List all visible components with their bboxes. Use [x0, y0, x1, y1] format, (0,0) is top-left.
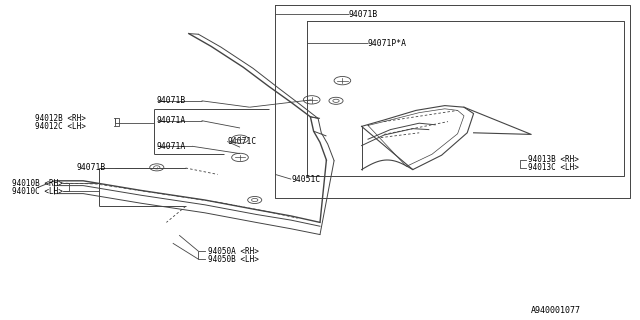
- Text: 94050A <RH>: 94050A <RH>: [208, 247, 259, 256]
- Text: 94010B <RH>: 94010B <RH>: [12, 179, 62, 188]
- Text: 94012C <LH>: 94012C <LH>: [35, 122, 86, 131]
- Text: A940001077: A940001077: [531, 306, 581, 315]
- Text: 94071C: 94071C: [227, 137, 257, 146]
- Text: 94071B: 94071B: [157, 96, 186, 105]
- Text: 94071B: 94071B: [77, 164, 106, 172]
- Text: 94071P*A: 94071P*A: [368, 39, 407, 48]
- Text: 94012B <RH>: 94012B <RH>: [35, 114, 86, 123]
- Text: 94010C <LH>: 94010C <LH>: [12, 187, 62, 196]
- Text: 94013B <RH>: 94013B <RH>: [528, 156, 579, 164]
- Text: 94071B: 94071B: [349, 10, 378, 19]
- Text: 94013C <LH>: 94013C <LH>: [528, 164, 579, 172]
- Text: 94051C: 94051C: [291, 175, 321, 184]
- Text: 94071A: 94071A: [157, 116, 186, 125]
- Text: 94050B <LH>: 94050B <LH>: [208, 255, 259, 264]
- Text: 94071A: 94071A: [157, 142, 186, 151]
